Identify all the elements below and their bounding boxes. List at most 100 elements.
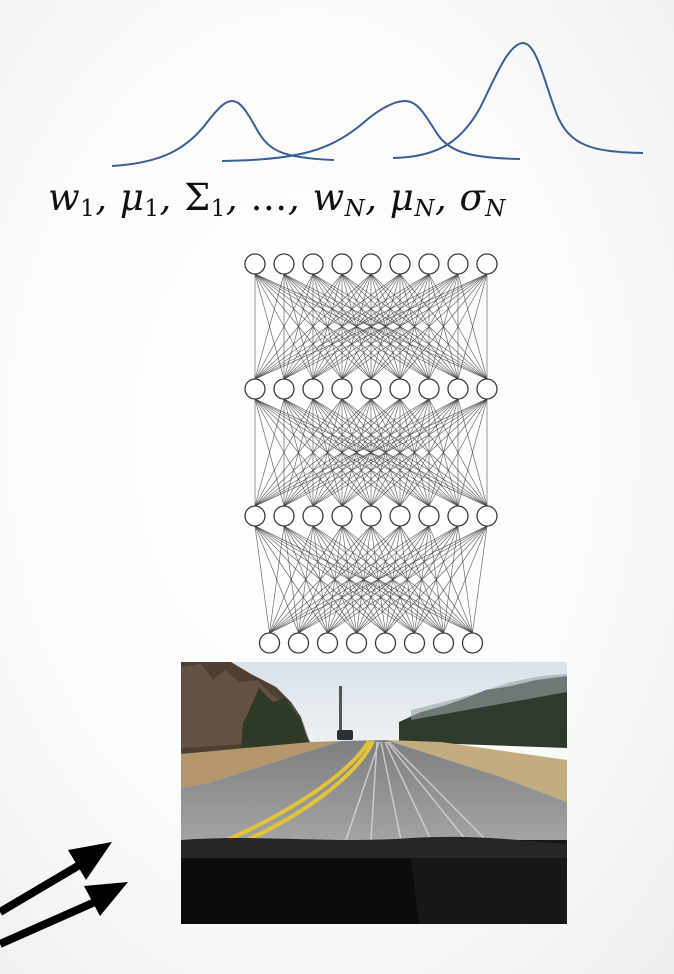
output-layer-node [302,253,324,275]
output-layer-node [418,253,440,275]
connection-edge [254,273,401,380]
connection-edge [457,273,488,380]
connection-edge [254,273,430,380]
connection-edge [254,273,459,380]
ellipsis: … [250,176,288,219]
gaussian-curve-3 [392,41,644,159]
hidden-layer-2-node [244,378,266,400]
connection-edge [472,525,488,634]
connection-edge [254,398,372,507]
connection-edge [254,273,372,380]
output-layer-node [476,253,498,275]
gaussian-mixture-curves [111,41,644,167]
road-marks [345,741,487,841]
connection-edge [341,525,473,634]
connection-edge [399,273,488,380]
connection-edge [254,525,357,634]
hidden-layer-1-node [389,505,411,527]
connection-edge [283,525,473,634]
input-layer-node [287,632,310,654]
hidden-layer-2-node [389,378,411,400]
connection-edge [312,398,488,507]
hidden-layer-2-node [273,378,295,400]
connection-edge [254,525,444,634]
connection-edge [457,398,488,507]
left-grass [181,741,341,788]
connection-edge [312,525,473,634]
connection-edge [254,525,473,634]
connection-edge [399,525,473,634]
dashboard-top [181,836,567,858]
evergreen-left [241,688,309,748]
connection-edge [283,398,488,507]
connection-edge [254,525,328,634]
connection-edge [370,273,488,380]
arrow-lower [0,882,128,948]
connection-edge [428,525,473,634]
gmm-parameters-formula: w1, μ1, Σ1, …, wN, μN, σN [48,176,506,222]
covariance-1: Σ1 [184,176,226,222]
hidden-layer-1-node [418,505,440,527]
right-grass [386,740,567,802]
hidden-layer-2-node [302,378,324,400]
weight-1: w1 [48,176,96,222]
connection-edge [283,273,488,380]
input-layer-node [258,632,281,654]
connection-edge [254,525,270,634]
input-layer-node [374,632,397,654]
connection-edge [254,273,488,380]
hidden-layer-2-node [447,378,469,400]
hidden-layer-1-node [476,505,498,527]
connection-edge [254,398,488,507]
input-layer-node [316,632,339,654]
hidden-layer-2-node [476,378,498,400]
dashboard-panel [181,858,419,924]
gaussian-curve-2 [221,99,521,162]
connection-edge [428,273,488,380]
distant-hills [411,674,567,720]
input-layer-node [345,632,368,654]
road-yellow-line-1 [226,739,371,842]
sigma-n: σN [459,176,506,222]
connection-edge [341,398,488,507]
hidden-layer-2-node [331,378,353,400]
connection-edge [428,398,488,507]
road-yellow-line-2 [246,740,375,842]
vehicle-ahead [337,730,353,740]
input-layer-node [432,632,455,654]
connection-edge [254,398,343,507]
connection-edge [254,525,415,634]
connection-edge [370,398,488,507]
hidden-layer-1-node [360,505,382,527]
utility-pole [339,686,342,738]
input-layer-node [403,632,426,654]
output-layer-node [273,253,295,275]
arrow-upper [0,842,112,916]
flow-arrows [0,842,128,948]
connection-edge [254,398,314,507]
connection-edge [370,525,473,634]
mean-1: μ1 [119,176,160,222]
connection-edge [254,273,285,380]
hidden-layer-1-node [331,505,353,527]
hidden-layer-2-node [418,378,440,400]
output-layer-node [389,253,411,275]
hidden-layer-1-node [447,505,469,527]
connection-edge [254,273,314,380]
connection-edge [312,273,488,380]
connection-edge [254,525,386,634]
connection-edge [254,525,299,634]
network-nodes [244,253,498,654]
connection-edge [254,273,343,380]
connection-edge [254,398,430,507]
output-layer-node [447,253,469,275]
connection-edge [254,398,459,507]
mean-n: μN [389,176,435,222]
connection-edge [254,398,401,507]
road-camera-image [181,662,567,924]
output-layer-node [331,253,353,275]
connection-edge [457,525,473,634]
connection-edge [399,398,488,507]
